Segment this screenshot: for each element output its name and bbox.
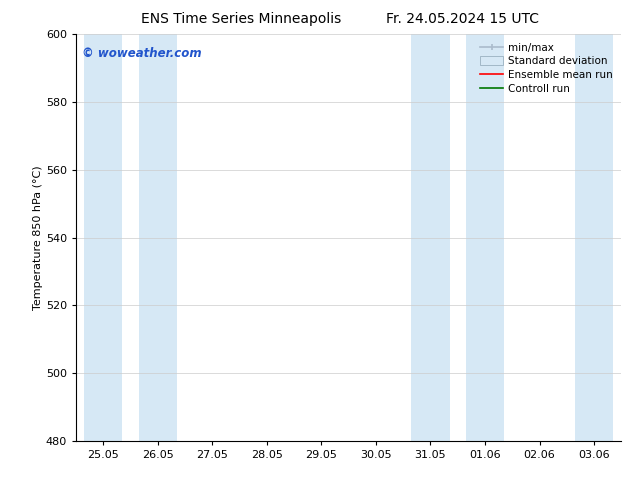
Legend: min/max, Standard deviation, Ensemble mean run, Controll run: min/max, Standard deviation, Ensemble me… xyxy=(477,40,616,97)
Bar xyxy=(139,34,177,441)
Bar xyxy=(466,34,504,441)
Bar xyxy=(84,34,122,441)
Text: © woweather.com: © woweather.com xyxy=(82,47,201,59)
Bar xyxy=(411,34,450,441)
Y-axis label: Temperature 850 hPa (°C): Temperature 850 hPa (°C) xyxy=(33,165,43,310)
Bar xyxy=(575,34,613,441)
Text: ENS Time Series Minneapolis: ENS Time Series Minneapolis xyxy=(141,12,341,26)
Text: Fr. 24.05.2024 15 UTC: Fr. 24.05.2024 15 UTC xyxy=(386,12,540,26)
